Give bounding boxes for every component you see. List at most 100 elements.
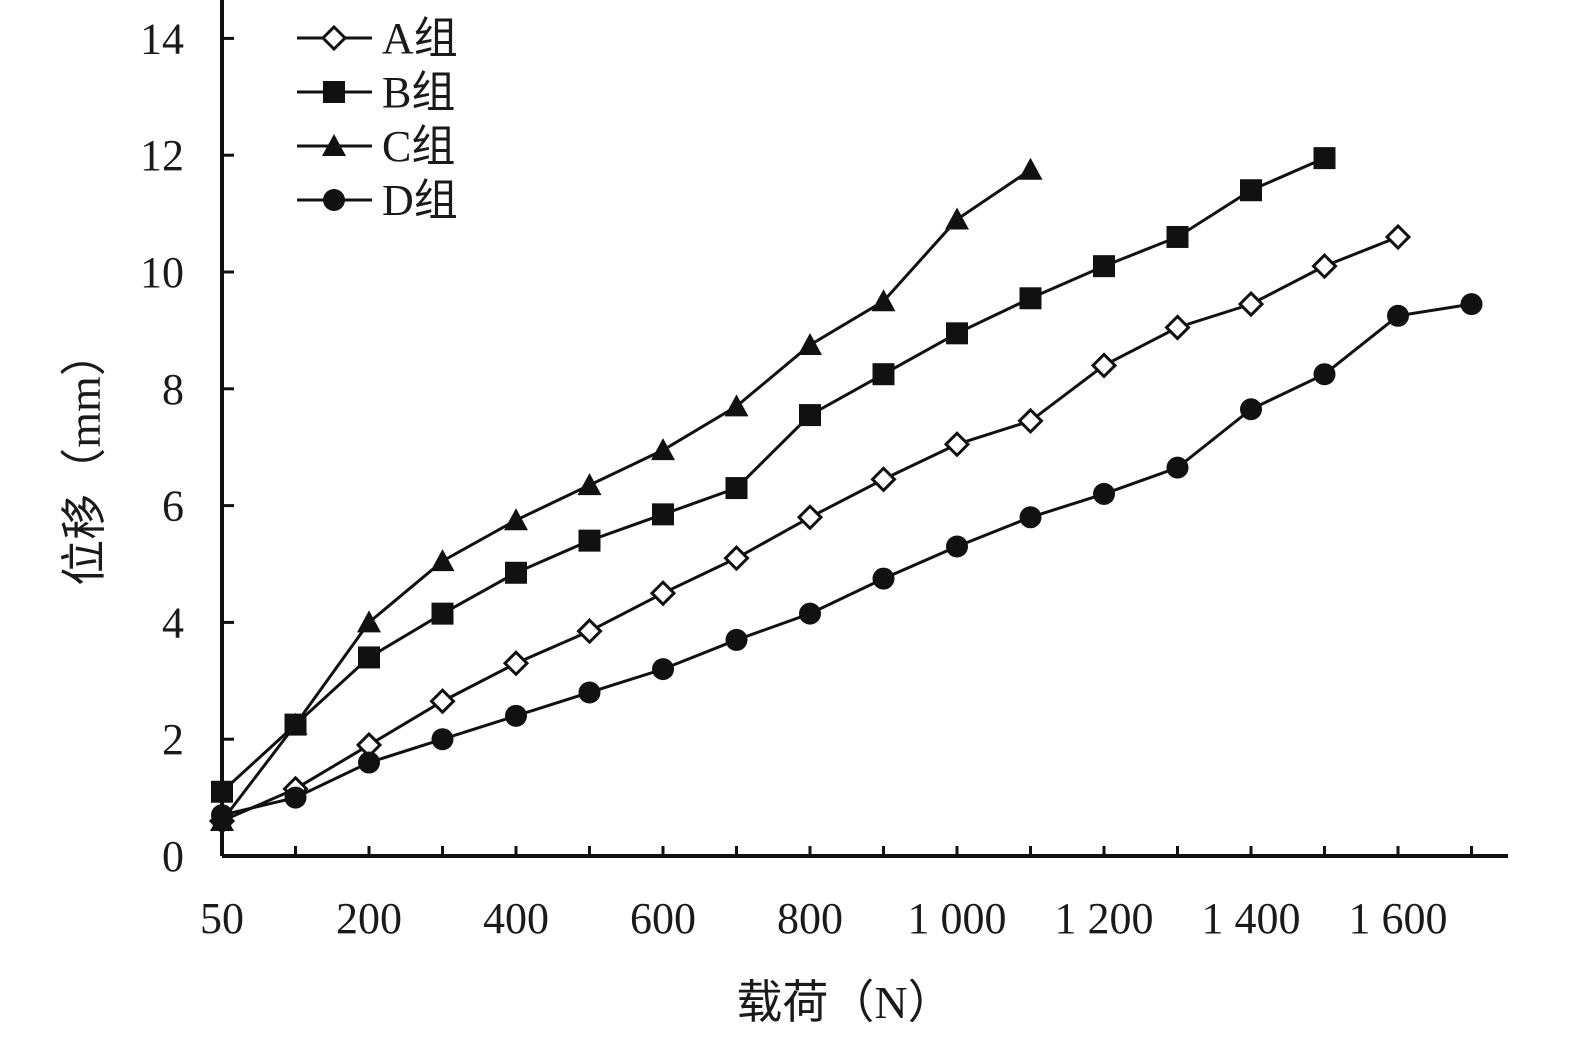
data-point [1313,363,1336,386]
data-point [1166,456,1189,479]
series-2 [211,147,1336,803]
data-point [577,473,602,496]
legend-marker [323,189,345,211]
data-point [1384,223,1412,251]
series-line [220,156,1326,793]
data-point [505,561,527,584]
data-point [799,602,821,625]
data-point [652,503,674,526]
series-line [220,168,1032,822]
data-point [211,804,233,827]
data-point [723,545,750,572]
data-point [1166,225,1189,248]
data-point [872,363,895,386]
data-point [1090,352,1118,379]
data-point [1313,147,1336,170]
data-point [357,610,381,633]
data-point [799,404,821,427]
data-point [358,646,380,669]
axes [220,0,1508,858]
x-tick-label: 600 [630,894,696,943]
data-point [576,618,603,645]
y-tick-label: 12 [140,131,184,180]
y-tick-label: 4 [162,598,184,647]
x-axis-ticks: 50 200 400 600 800 1 000 1 200 1 400 1 600 [200,846,1473,943]
y-tick-label: 0 [162,832,184,881]
legend-label: C组 [382,122,455,171]
x-tick-label: 400 [483,894,549,943]
data-point [946,535,968,558]
legend: A组 B组 C组 D组 [297,14,458,225]
data-point [945,207,969,230]
y-tick-label: 10 [140,248,184,297]
legend-marker [320,24,348,52]
legend-item: B组 [297,68,455,117]
y-axis-label: 位移（mm） [59,330,110,586]
x-axis-label: 载荷（N） [736,977,953,1028]
x-tick-label: 50 [200,894,244,943]
data-point [211,780,233,803]
legend-label: D组 [382,176,458,225]
data-point [1019,506,1042,529]
series-line [221,302,1472,817]
data-point [1093,482,1115,505]
data-point [725,477,748,500]
data-point [1237,290,1265,318]
data-point [578,681,601,704]
data-point [358,751,380,774]
legend-label: A组 [382,14,458,63]
series-4 [211,293,1483,827]
data-point [284,786,307,809]
data-point [1093,255,1115,278]
legend-item: A组 [297,14,458,63]
y-tick-label: 2 [162,715,184,764]
legend-item: C组 [297,122,455,171]
y-tick-label: 14 [140,14,184,63]
data-point [504,508,528,531]
data-point [1240,179,1262,202]
data-point [505,704,527,727]
data-point [946,322,968,345]
data-point [649,580,677,607]
legend-label: B组 [382,68,455,117]
legend-marker [323,81,345,103]
data-point [1460,293,1483,316]
legend-marker [322,134,346,156]
data-point [652,658,674,681]
data-point [870,466,897,493]
data-point [796,504,824,531]
data-point [1017,407,1044,435]
data-point [1387,304,1409,327]
data-point [872,567,895,590]
x-tick-label: 1 000 [908,894,1007,943]
data-point [943,431,971,458]
series-1 [208,223,1412,835]
data-point [1019,287,1042,310]
y-axis-ticks: 0 2 4 6 8 10 12 14 [140,14,234,881]
data-point [430,549,455,572]
x-tick-label: 200 [336,894,402,943]
data-point [1311,253,1338,280]
data-point [871,289,896,312]
x-tick-label: 1 400 [1202,894,1301,943]
data-point [798,333,822,355]
data-point [1018,157,1043,180]
data-point [578,529,601,552]
data-point [431,728,454,751]
series-group [208,147,1483,835]
x-tick-label: 1 600 [1349,894,1448,943]
y-tick-label: 6 [162,482,184,531]
data-point [651,438,675,461]
series-3 [210,157,1043,831]
y-tick-label: 8 [162,365,184,414]
data-point [283,712,308,735]
data-point [725,628,748,651]
data-point [431,602,454,625]
data-point [502,650,530,677]
data-point [1164,314,1191,341]
legend-item: D组 [297,176,458,225]
data-point [429,688,456,715]
x-tick-label: 1 200 [1055,894,1154,943]
x-tick-label: 800 [777,894,843,943]
